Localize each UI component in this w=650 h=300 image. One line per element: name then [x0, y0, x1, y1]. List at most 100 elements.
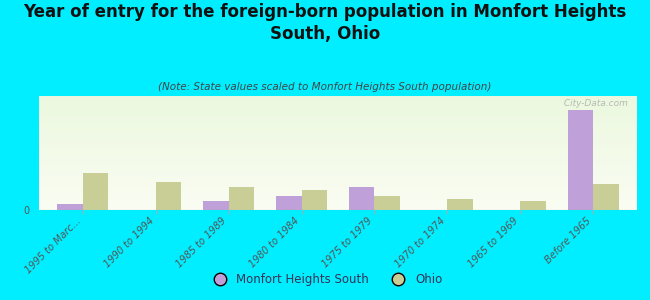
- Bar: [39, 119, 637, 120]
- Bar: [349, 187, 374, 210]
- Bar: [39, 182, 637, 183]
- Bar: [39, 160, 637, 161]
- Bar: [39, 151, 637, 152]
- Bar: [39, 97, 637, 98]
- Bar: [39, 183, 637, 184]
- Bar: [39, 122, 637, 123]
- Bar: [39, 200, 637, 201]
- Bar: [39, 177, 637, 178]
- Bar: [39, 99, 637, 101]
- Bar: [39, 146, 637, 147]
- Bar: [39, 114, 637, 116]
- Bar: [39, 107, 637, 109]
- Bar: [39, 154, 637, 155]
- Bar: [302, 190, 327, 210]
- Bar: [39, 168, 637, 169]
- Bar: [39, 196, 637, 197]
- Bar: [39, 209, 637, 210]
- Bar: [39, 104, 637, 105]
- Text: Year of entry for the foreign-born population in Monfort Heights
South, Ohio: Year of entry for the foreign-born popul…: [23, 3, 627, 43]
- Bar: [39, 185, 637, 186]
- Bar: [39, 134, 637, 135]
- Bar: [39, 197, 637, 199]
- Bar: [57, 204, 83, 210]
- Bar: [520, 202, 546, 210]
- Bar: [39, 187, 637, 188]
- Bar: [39, 170, 637, 171]
- Bar: [39, 127, 637, 128]
- Bar: [39, 171, 637, 172]
- Bar: [39, 136, 637, 137]
- Bar: [39, 179, 637, 180]
- Bar: [39, 173, 637, 175]
- Bar: [39, 128, 637, 129]
- Bar: [39, 142, 637, 143]
- Bar: [447, 199, 473, 210]
- Bar: [39, 162, 637, 163]
- Bar: [39, 110, 637, 111]
- Bar: [39, 167, 637, 168]
- Bar: [156, 182, 181, 210]
- Bar: [39, 116, 637, 118]
- Bar: [83, 173, 109, 210]
- Bar: [39, 133, 637, 134]
- Bar: [39, 155, 637, 156]
- Bar: [39, 166, 637, 167]
- Bar: [39, 207, 637, 208]
- Legend: Monfort Heights South, Ohio: Monfort Heights South, Ohio: [203, 269, 447, 291]
- Text: (Note: State values scaled to Monfort Heights South population): (Note: State values scaled to Monfort He…: [159, 82, 491, 92]
- Bar: [39, 102, 637, 103]
- Bar: [39, 144, 637, 145]
- Bar: [39, 96, 637, 97]
- Bar: [39, 172, 637, 173]
- Bar: [39, 153, 637, 154]
- Bar: [39, 208, 637, 209]
- Bar: [39, 120, 637, 121]
- Bar: [39, 156, 637, 158]
- Bar: [39, 201, 637, 202]
- Bar: [39, 138, 637, 139]
- Bar: [39, 131, 637, 133]
- Bar: [39, 109, 637, 110]
- Bar: [39, 163, 637, 164]
- Bar: [39, 139, 637, 140]
- Bar: [39, 169, 637, 170]
- Bar: [39, 112, 637, 113]
- Bar: [39, 98, 637, 99]
- Text: City-Data.com: City-Data.com: [561, 99, 628, 108]
- Bar: [39, 193, 637, 194]
- Bar: [39, 121, 637, 122]
- Bar: [39, 186, 637, 187]
- Bar: [39, 152, 637, 153]
- Bar: [39, 199, 637, 200]
- Bar: [39, 143, 637, 144]
- Bar: [39, 158, 637, 159]
- Bar: [39, 124, 637, 126]
- Bar: [39, 204, 637, 206]
- Bar: [39, 180, 637, 181]
- Bar: [39, 147, 637, 148]
- Bar: [39, 148, 637, 150]
- Bar: [39, 206, 637, 207]
- Bar: [39, 178, 637, 179]
- Bar: [39, 164, 637, 166]
- Bar: [374, 196, 400, 210]
- Bar: [39, 106, 637, 107]
- Bar: [39, 188, 637, 190]
- Bar: [39, 203, 637, 204]
- Bar: [39, 100, 637, 102]
- Bar: [39, 194, 637, 195]
- Bar: [39, 150, 637, 151]
- Bar: [39, 145, 637, 146]
- Bar: [39, 123, 637, 124]
- Bar: [39, 140, 637, 142]
- Bar: [593, 184, 619, 210]
- Bar: [39, 111, 637, 112]
- Bar: [39, 184, 637, 185]
- Bar: [39, 175, 637, 176]
- Bar: [276, 196, 302, 210]
- Bar: [39, 176, 637, 177]
- Bar: [39, 135, 637, 136]
- Bar: [39, 129, 637, 130]
- Bar: [39, 137, 637, 138]
